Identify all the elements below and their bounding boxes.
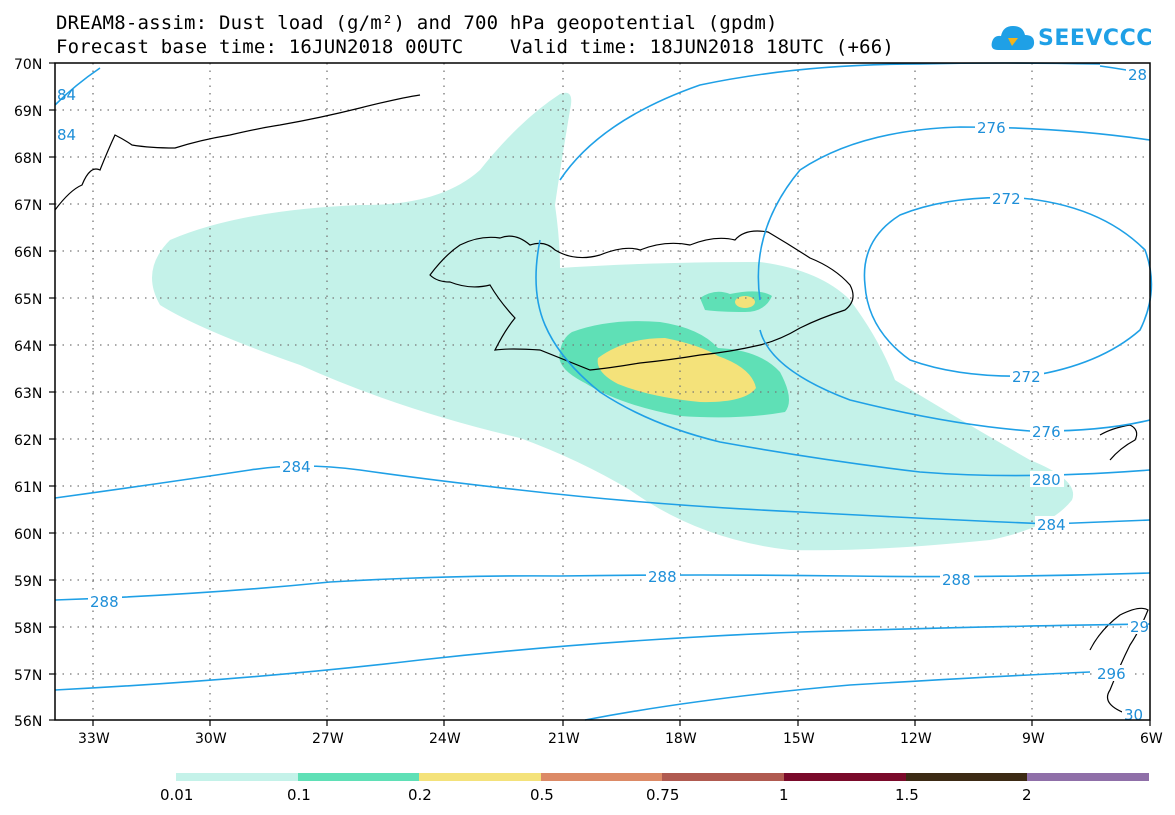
greenland-coast bbox=[54, 94, 421, 211]
contour-label: 30 bbox=[1124, 706, 1143, 724]
iceland-coast bbox=[429, 230, 854, 371]
legend-swatch bbox=[419, 773, 541, 781]
lon-label: 33W bbox=[78, 731, 110, 747]
lat-label: 66N bbox=[14, 245, 42, 261]
legend-label: 2 bbox=[1022, 786, 1032, 804]
contour-276-outer bbox=[559, 62, 1101, 181]
legend-swatch bbox=[298, 773, 419, 781]
lat-label: 60N bbox=[14, 527, 42, 543]
seevccc-logo: SEEVCCC bbox=[990, 20, 1160, 60]
lat-label: 67N bbox=[14, 198, 42, 214]
contour-label: 28 bbox=[1128, 66, 1147, 84]
contour-label: 284 bbox=[1037, 516, 1066, 534]
legend-swatch bbox=[662, 773, 784, 781]
contour-label: 284 bbox=[282, 458, 311, 476]
contour-labels: 284 288 288 288 284 284 280 276 272 276 … bbox=[57, 66, 1150, 724]
legend-label: 0.01 bbox=[160, 786, 194, 804]
contour-label: 288 bbox=[90, 593, 119, 611]
ticks bbox=[49, 62, 1151, 726]
contour-280 bbox=[535, 239, 1151, 477]
lon-label: 12W bbox=[900, 731, 932, 747]
legend-label: 0.75 bbox=[646, 786, 680, 804]
lat-label: 62N bbox=[14, 433, 42, 449]
lat-label: 56N bbox=[14, 714, 42, 730]
contour-276 bbox=[757, 126, 1151, 301]
lat-label: 69N bbox=[14, 104, 42, 120]
contour-label: 296 bbox=[1097, 665, 1126, 683]
legend-label: 0.2 bbox=[408, 786, 432, 804]
contour-label: 288 bbox=[648, 568, 677, 586]
legend-swatch bbox=[906, 773, 1027, 781]
lat-labels: 70N 69N 68N 67N 66N 65N 64N 63N 62N 61N … bbox=[14, 57, 42, 730]
lon-label: 24W bbox=[429, 731, 461, 747]
legend-swatch bbox=[176, 773, 298, 781]
legend-swatch bbox=[1027, 773, 1149, 781]
lat-label: 64N bbox=[14, 339, 42, 355]
lat-label: 68N bbox=[14, 151, 42, 167]
logo-text: SEEVCCC bbox=[1038, 26, 1153, 51]
lat-label: 58N bbox=[14, 621, 42, 637]
legend-label: 1.5 bbox=[895, 786, 919, 804]
lon-label: 15W bbox=[783, 731, 815, 747]
contour-label: 272 bbox=[1012, 368, 1041, 386]
dust-area-02 bbox=[597, 338, 756, 403]
lat-label: 61N bbox=[14, 480, 42, 496]
cloud-icon bbox=[991, 26, 1035, 50]
legend-label: 0.5 bbox=[530, 786, 554, 804]
lon-label: 30W bbox=[195, 731, 227, 747]
contour-label: 276 bbox=[977, 119, 1006, 137]
contour-272 bbox=[863, 196, 1153, 377]
lat-label: 63N bbox=[14, 386, 42, 402]
legend-swatch bbox=[784, 773, 906, 781]
contour-label: 84 bbox=[57, 86, 76, 104]
chart-subtitle: Forecast base time: 16JUN2018 00UTC Vali… bbox=[56, 36, 895, 58]
legend-label: 1 bbox=[779, 786, 789, 804]
chart-title: DREAM8-assim: Dust load (g/m²) and 700 h… bbox=[56, 12, 778, 34]
contour-276b bbox=[759, 329, 1151, 432]
contour-label: 276 bbox=[1032, 423, 1061, 441]
lon-label: 9W bbox=[1022, 731, 1045, 747]
lat-label: 57N bbox=[14, 668, 42, 684]
grid bbox=[55, 63, 1150, 720]
lat-label: 65N bbox=[14, 292, 42, 308]
contour-288 bbox=[54, 572, 1151, 601]
dust-area-001 bbox=[152, 92, 1074, 551]
lat-label: 59N bbox=[14, 574, 42, 590]
contour-288-south bbox=[54, 623, 1151, 691]
lon-label: 27W bbox=[312, 731, 344, 747]
lon-label: 21W bbox=[548, 731, 580, 747]
lon-label: 6W bbox=[1140, 731, 1163, 747]
norway-coast bbox=[1099, 424, 1138, 461]
contour-284 bbox=[54, 465, 1151, 525]
contour-label: 84 bbox=[57, 126, 76, 144]
contour-label: 29 bbox=[1130, 618, 1149, 636]
contour-label: 272 bbox=[992, 190, 1021, 208]
legend-label: 0.1 bbox=[287, 786, 311, 804]
dust-area-02b bbox=[735, 296, 755, 308]
lat-label: 70N bbox=[14, 57, 42, 73]
legend-swatch bbox=[541, 773, 662, 781]
lon-labels: 33W 30W 27W 24W 21W 18W 15W 12W 9W 6W bbox=[78, 731, 1163, 747]
contour-label: 280 bbox=[1032, 471, 1061, 489]
contour-label: 288 bbox=[942, 571, 971, 589]
contour-284-corner bbox=[54, 67, 101, 106]
contour-296 bbox=[584, 671, 1091, 721]
lon-label: 18W bbox=[665, 731, 697, 747]
